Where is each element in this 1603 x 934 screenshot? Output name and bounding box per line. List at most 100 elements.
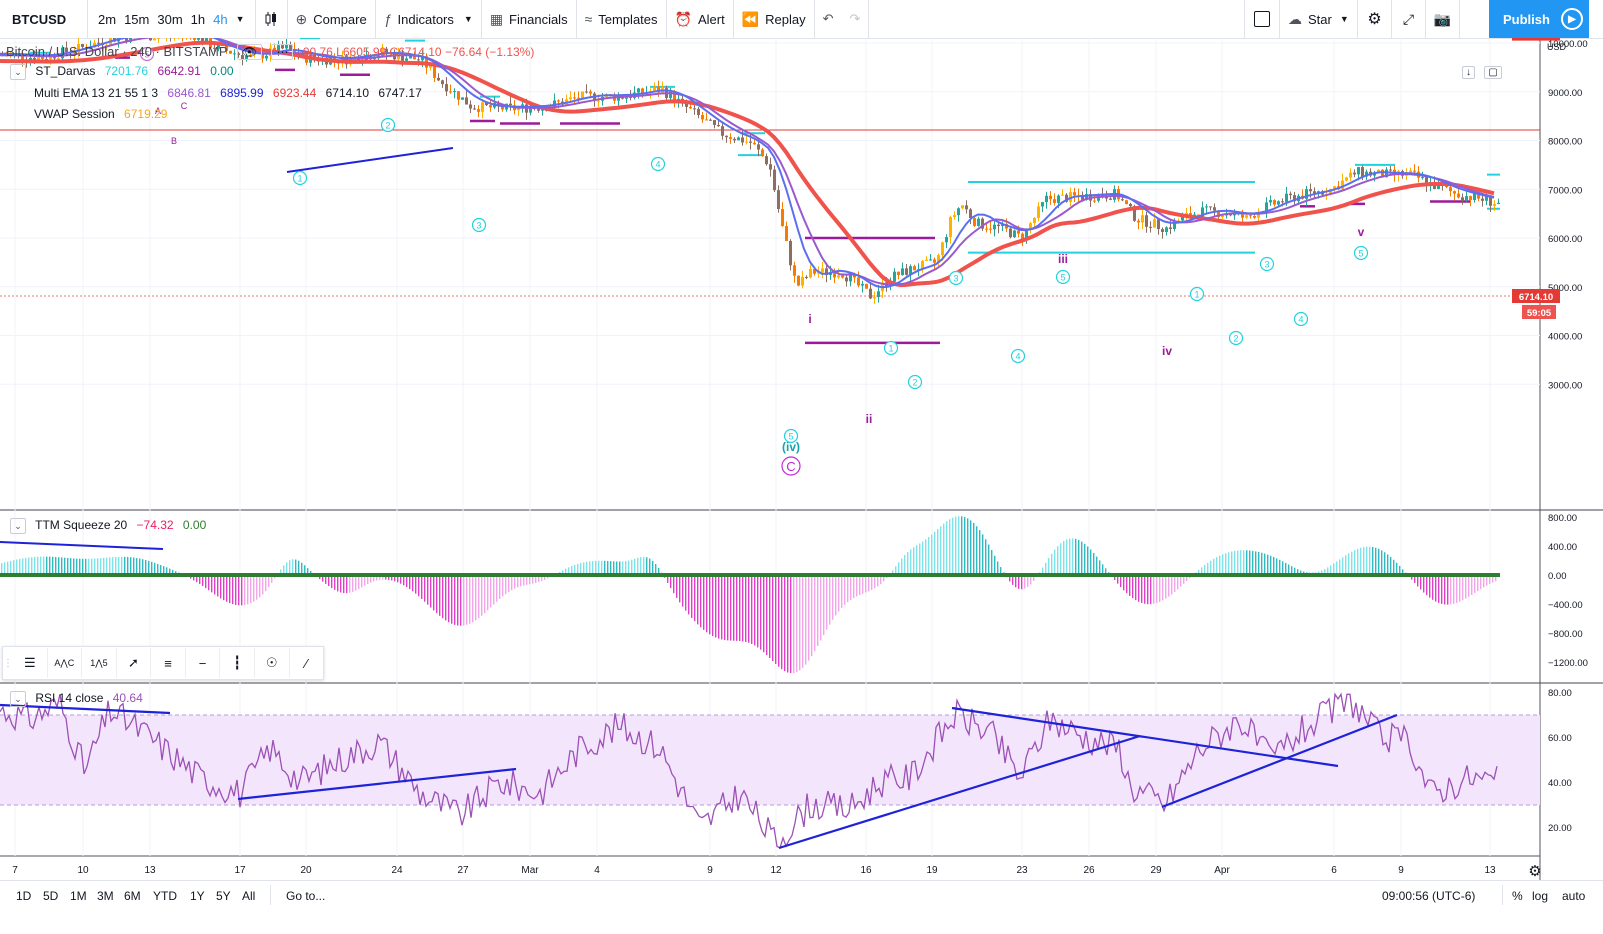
lines-icon[interactable]: ☰ xyxy=(13,648,48,678)
price-tick[interactable]: 8000.00 xyxy=(1548,137,1582,148)
bars-icon[interactable]: ┇ xyxy=(220,648,255,678)
wave-label[interactable]: 4 xyxy=(1015,352,1020,362)
auto-toggle[interactable]: auto xyxy=(1562,889,1585,903)
clock[interactable]: 09:00:56 (UTC-6) xyxy=(1382,889,1475,903)
range-3m[interactable]: 3M xyxy=(97,889,114,903)
time-tick[interactable]: Apr xyxy=(1214,865,1230,876)
collapse-icon[interactable]: ⌄ xyxy=(10,691,26,707)
wave-label[interactable]: B xyxy=(171,136,177,146)
price-tick[interactable]: 4000.00 xyxy=(1548,332,1582,343)
trendline[interactable] xyxy=(287,148,453,172)
collapse-icon[interactable]: ⌄ xyxy=(10,518,26,534)
range-1d[interactable]: 1D xyxy=(16,889,31,903)
time-tick[interactable]: 12 xyxy=(770,865,782,876)
elliott-icon[interactable]: 1⋀5 xyxy=(82,648,117,678)
wave-label[interactable]: 4 xyxy=(1298,315,1303,325)
wave-label[interactable]: 3 xyxy=(953,274,958,284)
eye-icon[interactable]: 👁 xyxy=(237,44,262,60)
time-tick[interactable]: 7 xyxy=(12,865,18,876)
collapse-icon[interactable]: ⌄ xyxy=(10,64,26,80)
time-tick[interactable]: 20 xyxy=(300,865,312,876)
time-tick[interactable]: 9 xyxy=(1398,865,1404,876)
compare-button[interactable]: ⊕Compare xyxy=(288,0,376,38)
range-5d[interactable]: 5D xyxy=(43,889,58,903)
wave-label[interactable]: 2 xyxy=(385,121,390,131)
more-icon[interactable]: ⋯ xyxy=(271,44,293,60)
undo-button[interactable]: ↶ xyxy=(815,0,842,38)
range-1m[interactable]: 1M xyxy=(70,889,87,903)
wave-label[interactable]: 5 xyxy=(1060,273,1065,283)
time-tick[interactable]: 26 xyxy=(1083,865,1095,876)
ttm-trendline[interactable] xyxy=(0,542,163,549)
price-tick[interactable]: 3000.00 xyxy=(1548,380,1582,391)
replay-button[interactable]: ⏪Replay xyxy=(734,0,815,38)
price-tick[interactable]: 6000.00 xyxy=(1548,234,1582,245)
wave-label[interactable]: iv xyxy=(1162,344,1172,358)
ttm-tick[interactable]: −1200.00 xyxy=(1548,658,1588,669)
price-tick[interactable]: 10000.00 xyxy=(1548,39,1588,50)
price-axis[interactable]: USD11000.0010000.009000.008000.007000.00… xyxy=(1512,38,1588,834)
ttm-tick[interactable]: −800.00 xyxy=(1548,629,1583,640)
range-all[interactable]: All xyxy=(242,889,255,903)
chart-type-button[interactable] xyxy=(256,0,288,38)
hline-icon[interactable]: − xyxy=(186,648,221,678)
time-tick[interactable]: 23 xyxy=(1016,865,1028,876)
time-tick[interactable]: 16 xyxy=(860,865,872,876)
rsi-tick[interactable]: 20.00 xyxy=(1548,823,1572,834)
wave-label[interactable]: C xyxy=(786,459,795,474)
rsi-name[interactable]: RSI 14 close xyxy=(35,691,103,705)
wave-label[interactable]: 4 xyxy=(655,160,660,170)
interval-4h[interactable]: 4h xyxy=(209,12,231,27)
wave-label[interactable]: 1 xyxy=(888,344,893,354)
time-tick[interactable]: 17 xyxy=(234,865,246,876)
time-tick[interactable]: 24 xyxy=(391,865,403,876)
redo-button[interactable]: ↷ xyxy=(842,0,870,38)
settings-button[interactable]: ⚙ xyxy=(1358,0,1392,38)
interval-30m[interactable]: 30m xyxy=(153,12,186,27)
trendline-icon[interactable]: ∕ xyxy=(290,648,324,678)
wave-label[interactable]: 3 xyxy=(476,221,481,231)
time-tick[interactable]: 9 xyxy=(707,865,713,876)
percent-toggle[interactable]: % xyxy=(1512,889,1523,903)
vwap-name[interactable]: VWAP Session xyxy=(34,107,115,121)
ttm-tick[interactable]: 0.00 xyxy=(1548,571,1567,582)
time-tick[interactable]: 29 xyxy=(1150,865,1162,876)
channel-icon[interactable]: ➚ xyxy=(117,648,152,678)
range-ytd[interactable]: YTD xyxy=(153,889,177,903)
ttm-tick[interactable]: 400.00 xyxy=(1548,542,1577,553)
alert-button[interactable]: ⏰Alert xyxy=(667,0,734,38)
ttm-name[interactable]: TTM Squeeze 20 xyxy=(35,518,127,532)
trendlines[interactable] xyxy=(287,148,453,172)
time-tick[interactable]: 6 xyxy=(1331,865,1337,876)
maximize-icon[interactable]: ▢ xyxy=(1484,66,1501,79)
pattern-icon[interactable]: ☉ xyxy=(255,648,290,678)
range-5y[interactable]: 5Y xyxy=(216,889,231,903)
symbol-search[interactable]: BTCUSD xyxy=(0,0,88,38)
rsi-tick[interactable]: 80.00 xyxy=(1548,688,1572,699)
time-tick[interactable]: 19 xyxy=(926,865,938,876)
ttm-tick[interactable]: 800.00 xyxy=(1548,513,1577,524)
chevron-down-icon[interactable]: ▼ xyxy=(232,14,249,24)
time-tick[interactable]: 13 xyxy=(144,865,156,876)
ema-name[interactable]: Multi EMA 13 21 55 1 3 xyxy=(34,86,158,100)
log-toggle[interactable]: log xyxy=(1532,889,1548,903)
ttm-tick[interactable]: −400.00 xyxy=(1548,600,1583,611)
price-tick[interactable]: 7000.00 xyxy=(1548,185,1582,196)
financials-button[interactable]: ▦Financials xyxy=(482,0,577,38)
darvas-name[interactable]: ST_Darvas xyxy=(35,64,95,78)
time-tick[interactable]: 27 xyxy=(457,865,469,876)
wave-label[interactable]: 1 xyxy=(1194,290,1199,300)
star-button[interactable]: ☁Star▼ xyxy=(1280,0,1358,38)
wave-label[interactable]: iii xyxy=(1058,252,1068,266)
wave-label[interactable]: 2 xyxy=(912,378,917,388)
publish-button[interactable]: Publish▶ xyxy=(1489,0,1589,38)
range-6m[interactable]: 6M xyxy=(124,889,141,903)
fullscreen-button[interactable]: ⤢ xyxy=(1392,0,1426,38)
interval-2m[interactable]: 2m xyxy=(94,12,120,27)
wave-label[interactable]: v xyxy=(1358,225,1365,239)
wave-label[interactable]: 1 xyxy=(297,174,302,184)
arrow-down-icon[interactable]: ↓ xyxy=(1462,66,1475,79)
abcd-icon[interactable]: A⋀C xyxy=(48,648,83,678)
